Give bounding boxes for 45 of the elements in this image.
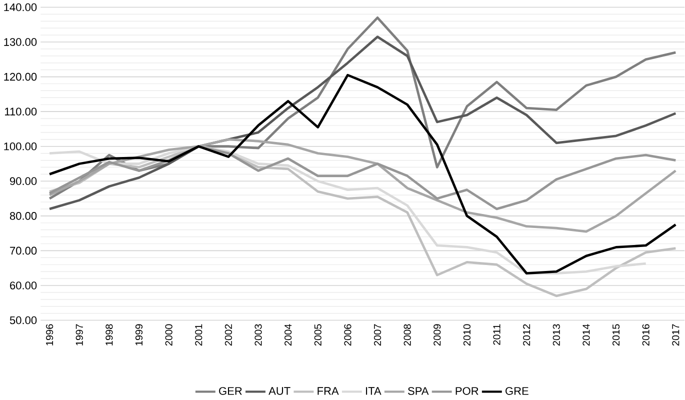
y-tick-label: 120.00: [4, 72, 37, 81]
line-series: [48, 138, 677, 233]
x-tick-label: 1996: [46, 324, 54, 346]
x-tick-label: 2009: [434, 324, 441, 346]
x-tick-label: 1999: [135, 324, 143, 346]
y-tick-label: 140.00: [4, 3, 37, 12]
legend-label: POR: [456, 386, 478, 395]
x-tick-label: 2002: [224, 324, 232, 346]
y-tick-label: 90.00: [10, 177, 37, 185]
x-tick-label: 2001: [195, 324, 202, 346]
x-tick-label: 2006: [344, 324, 352, 346]
x-tick-label: 2014: [582, 324, 590, 346]
y-tick-label: 70.00: [10, 246, 37, 254]
x-tick-label: 1997: [76, 324, 83, 346]
x-tick-label: 2017: [672, 324, 680, 346]
legend-label: GRE: [506, 386, 528, 395]
x-tick-label: 2015: [612, 324, 620, 346]
x-tick-label: 2011: [493, 324, 500, 345]
legend-label: GER: [219, 386, 242, 395]
x-tick-label: 2010: [463, 324, 470, 346]
x-tick-label: 2012: [523, 324, 530, 346]
y-tick-label: 100.00: [4, 142, 37, 150]
x-tick-label: 1998: [106, 324, 113, 346]
line-series: [48, 145, 648, 274]
x-tick-label: 2000: [165, 324, 172, 346]
x-tick-label: 2005: [314, 324, 322, 346]
legend-label: FRA: [318, 387, 339, 395]
legend-label: SPA: [408, 386, 429, 395]
legend-label: AUT: [268, 387, 290, 395]
x-tick-label: 2008: [404, 324, 411, 346]
x-tick-label: 2013: [552, 324, 560, 346]
y-tick-label: 130.00: [4, 38, 37, 46]
y-tick-label: 110.00: [5, 108, 37, 116]
legend-label: ITA: [366, 387, 382, 395]
line-series: [48, 74, 677, 274]
x-tick-label: 2016: [642, 324, 650, 346]
y-tick-label: 50.00: [10, 316, 37, 324]
line-series: [48, 145, 677, 210]
x-tick-label: 2007: [374, 324, 382, 346]
x-tick-label: 2003: [254, 324, 262, 346]
line-series: [48, 16, 677, 200]
y-tick-label: 80.00: [10, 212, 37, 220]
y-tick-label: 60.00: [10, 281, 37, 290]
line-series: [48, 35, 677, 210]
x-tick-label: 2004: [284, 324, 292, 346]
